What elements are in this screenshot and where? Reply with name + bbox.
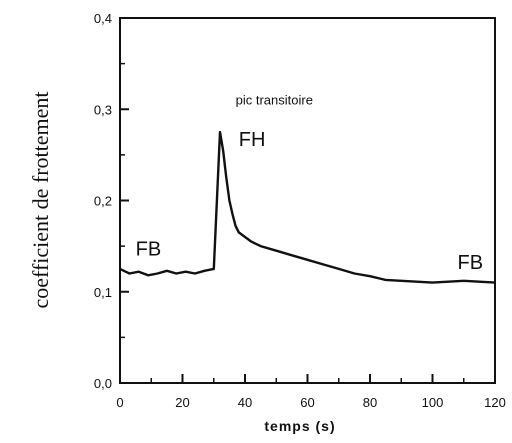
x-tick-label: 80 xyxy=(363,395,377,410)
x-tick-label: 20 xyxy=(175,395,189,410)
annotation: FB xyxy=(458,252,484,274)
x-tick-labels: 0 20 40 60 80 100 120 xyxy=(116,395,505,410)
annotation: pic transitoire xyxy=(236,93,313,108)
series-line xyxy=(119,130,496,284)
x-tick-label: 40 xyxy=(238,395,252,410)
y-tick-label: 0,4 xyxy=(94,11,112,26)
x-tick-label: 100 xyxy=(422,395,444,410)
plot-frame xyxy=(119,17,496,384)
x-axis-label: temps (s) xyxy=(264,418,335,434)
axis-ticks xyxy=(119,17,496,384)
y-tick-label: 0,3 xyxy=(94,102,112,117)
x-tick-label: 60 xyxy=(300,395,314,410)
y-axis-label: coefficient de frottement xyxy=(28,91,53,308)
y-tick-label: 0,0 xyxy=(94,376,112,391)
x-tick-label: 120 xyxy=(484,395,506,410)
y-tick-labels: 0,0 0,1 0,2 0,3 0,4 xyxy=(94,11,112,391)
x-tick-label: 0 xyxy=(116,395,123,410)
annotations: pic transitoire FH FB FB xyxy=(136,93,483,274)
y-tick-label: 0,2 xyxy=(94,194,112,209)
annotation: FB xyxy=(136,238,162,260)
annotation: FH xyxy=(239,129,266,151)
y-tick-label: 0,1 xyxy=(94,285,112,300)
